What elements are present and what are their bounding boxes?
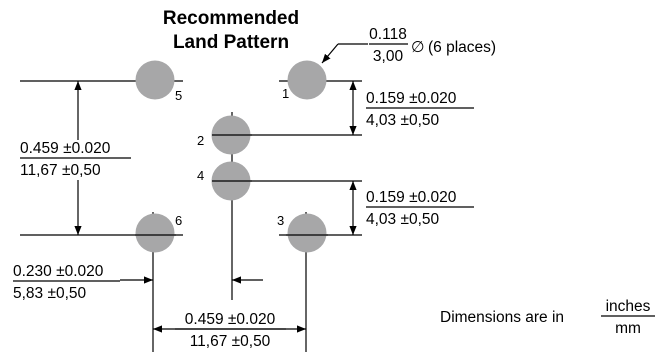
dim-offset-inches: 0.230 ±0.020 xyxy=(13,263,104,280)
dim-bottom-width: 0.459 ±0.020 11,67 ±0,50 xyxy=(153,311,306,350)
title-line-1: Recommended xyxy=(163,8,299,29)
pad-label-3: 3 xyxy=(277,213,284,228)
dim-offset: 0.230 ±0.020 5,83 ±0,50 xyxy=(13,263,263,302)
dim-left-height-mm: 11,67 ±0,50 xyxy=(20,162,101,179)
units-note: Dimensions are in inches mm xyxy=(440,298,655,337)
dim-bottom-width-inches: 0.459 ±0.020 xyxy=(185,311,276,328)
pad-label-2: 2 xyxy=(197,133,204,148)
hole-callout-mm: 3,00 xyxy=(373,48,404,65)
pad-label-5: 5 xyxy=(175,88,182,103)
units-note-text: Dimensions are in xyxy=(440,309,564,326)
pad-label-6: 6 xyxy=(175,213,182,228)
dim-bottom-width-mm: 11,67 ±0,50 xyxy=(190,333,271,350)
pads xyxy=(135,60,327,253)
dim-left-height: 0.459 ±0.020 11,67 ±0,50 xyxy=(20,81,131,235)
pad-crosshairs xyxy=(135,134,328,236)
dim-v-pitch-4-3-inches: 0.159 ±0.020 xyxy=(366,189,457,206)
dim-v-pitch-1-2-inches: 0.159 ±0.020 xyxy=(366,90,457,107)
units-note-inches: inches xyxy=(606,298,651,315)
leader-arrow xyxy=(321,43,339,64)
hole-callout-inches: 0.118 xyxy=(369,26,407,43)
pad-labels: 1 2 3 4 5 6 xyxy=(175,86,289,228)
dim-offset-mm: 5,83 ±0,50 xyxy=(13,285,87,302)
pad-label-4: 4 xyxy=(197,168,204,183)
units-note-mm: mm xyxy=(615,320,641,337)
dim-v-pitch-1-2-mm: 4,03 ±0,50 xyxy=(366,112,440,129)
hole-callout-note: (6 places) xyxy=(428,39,496,56)
pad-5 xyxy=(135,60,175,100)
dim-v-pitch-4-3-mm: 4,03 ±0,50 xyxy=(366,211,440,228)
dim-v-pitch-1-2: 0.159 ±0.020 4,03 ±0,50 xyxy=(349,81,474,135)
pad-6 xyxy=(135,213,175,253)
pad-label-1: 1 xyxy=(282,86,289,101)
title-line-2: Land Pattern xyxy=(173,32,289,53)
pad-3 xyxy=(287,213,327,253)
diameter-symbol: ∅ xyxy=(411,39,425,56)
dim-v-pitch-4-3: 0.159 ±0.020 4,03 ±0,50 xyxy=(349,181,474,235)
pad-1 xyxy=(287,60,327,100)
hole-callout: 0.118 3,00 ∅ (6 places) xyxy=(321,26,496,65)
dim-left-height-inches: 0.459 ±0.020 xyxy=(20,140,111,157)
